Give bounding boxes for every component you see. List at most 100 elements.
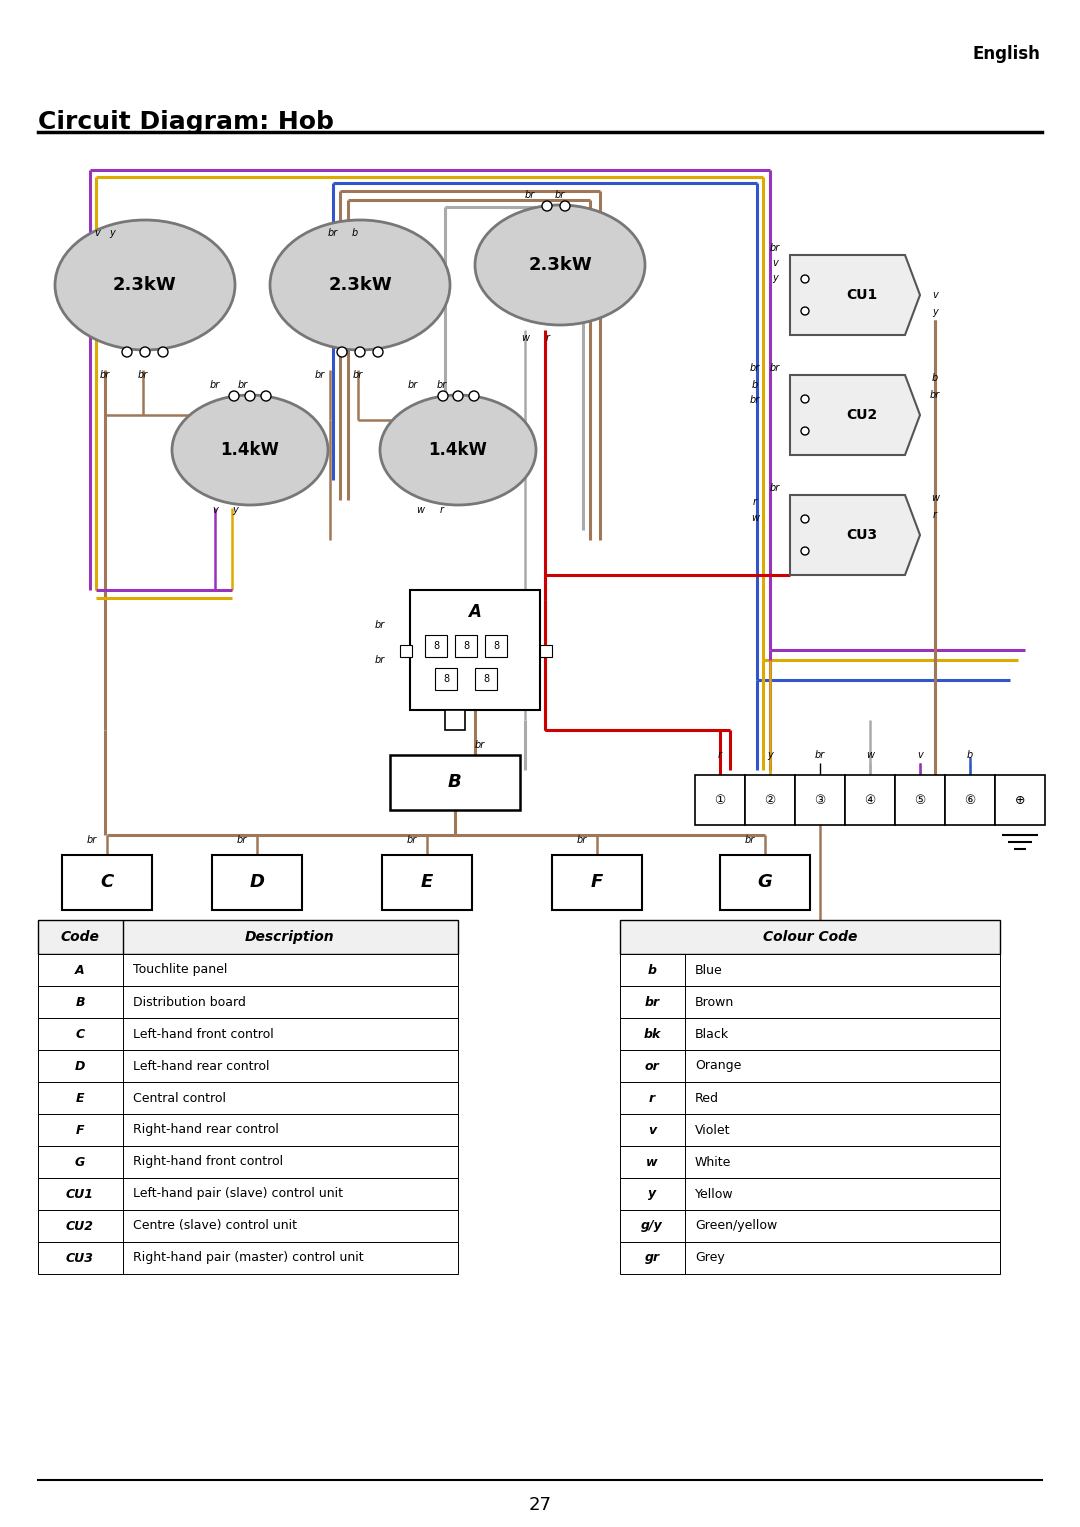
Text: Grey: Grey	[696, 1252, 725, 1264]
Circle shape	[355, 347, 365, 357]
Circle shape	[337, 347, 347, 357]
Text: B: B	[448, 773, 462, 791]
Bar	[455, 635, 477, 657]
Text: Left-hand pair (slave) control unit: Left-hand pair (slave) control unit	[133, 1188, 343, 1200]
Text: br: br	[555, 189, 565, 200]
Ellipse shape	[172, 395, 328, 505]
Bar	[620, 1051, 1000, 1083]
Bar	[38, 954, 458, 986]
Ellipse shape	[475, 205, 645, 325]
Text: Red: Red	[696, 1092, 719, 1104]
Bar	[400, 644, 411, 657]
Text: Distribution board: Distribution board	[133, 996, 246, 1008]
Text: E: E	[421, 873, 433, 890]
Text: C: C	[100, 873, 113, 890]
Bar	[620, 1145, 1000, 1177]
Text: br: br	[353, 370, 363, 380]
Text: b: b	[932, 373, 939, 383]
Text: v: v	[648, 1124, 656, 1136]
Text: br: br	[407, 835, 417, 844]
Text: w: w	[521, 333, 529, 344]
Text: Violet: Violet	[696, 1124, 730, 1136]
Bar	[62, 855, 152, 910]
Text: 8: 8	[463, 641, 469, 651]
Text: br: br	[475, 741, 485, 750]
Text: w: w	[751, 513, 759, 524]
Bar	[38, 1177, 458, 1209]
Text: r: r	[649, 1092, 656, 1104]
Text: White: White	[696, 1156, 731, 1168]
Bar	[620, 1177, 1000, 1209]
Bar	[720, 855, 810, 910]
Text: y: y	[767, 750, 773, 760]
Text: br: br	[138, 370, 148, 380]
Text: br: br	[770, 483, 780, 493]
Text: Code: Code	[60, 930, 99, 944]
Text: ⑤: ⑤	[915, 794, 926, 806]
Text: F: F	[76, 1124, 84, 1136]
Bar	[845, 776, 895, 825]
Bar	[212, 855, 302, 910]
Text: r: r	[753, 496, 757, 507]
Text: y: y	[648, 1188, 656, 1200]
Bar	[620, 1083, 1000, 1115]
Text: br: br	[99, 370, 110, 380]
Text: Centre (slave) control unit: Centre (slave) control unit	[133, 1220, 297, 1232]
Text: ④: ④	[864, 794, 876, 806]
Text: Left-hand front control: Left-hand front control	[133, 1028, 273, 1040]
Text: r: r	[440, 505, 444, 515]
Bar	[620, 954, 1000, 986]
Text: ⑥: ⑥	[964, 794, 975, 806]
Text: br: br	[210, 380, 220, 389]
Polygon shape	[789, 495, 920, 576]
Bar	[38, 1241, 458, 1274]
Text: A: A	[469, 603, 482, 621]
Bar	[945, 776, 995, 825]
Text: br: br	[375, 620, 386, 631]
Text: Orange: Orange	[696, 1060, 741, 1072]
Bar	[540, 644, 552, 657]
Bar	[745, 776, 795, 825]
Text: 2.3kW: 2.3kW	[328, 276, 392, 295]
Text: r: r	[546, 333, 550, 344]
Bar	[38, 1115, 458, 1145]
Bar	[620, 1241, 1000, 1274]
Text: br: br	[525, 189, 535, 200]
Text: Description: Description	[245, 930, 335, 944]
Text: Left-hand rear control: Left-hand rear control	[133, 1060, 270, 1072]
Text: or: or	[645, 1060, 660, 1072]
Text: br: br	[750, 363, 760, 373]
Circle shape	[801, 307, 809, 315]
Bar	[38, 1145, 458, 1177]
Bar	[38, 986, 458, 1019]
Bar	[475, 667, 497, 690]
Text: br: br	[770, 363, 780, 373]
Text: ⊕: ⊕	[1015, 794, 1025, 806]
Bar	[995, 776, 1045, 825]
Circle shape	[561, 202, 570, 211]
Text: Circuit Diagram: Hob: Circuit Diagram: Hob	[38, 110, 334, 134]
Text: br: br	[437, 380, 447, 389]
Text: CU1: CU1	[846, 289, 877, 302]
Text: ③: ③	[814, 794, 825, 806]
Text: br: br	[930, 389, 940, 400]
Text: br: br	[375, 655, 386, 664]
Text: ①: ①	[714, 794, 726, 806]
Text: br: br	[86, 835, 97, 844]
Bar	[38, 1209, 458, 1241]
Text: 1.4kW: 1.4kW	[220, 441, 280, 460]
Text: 27: 27	[528, 1496, 552, 1513]
Circle shape	[801, 515, 809, 524]
Circle shape	[122, 347, 132, 357]
Bar	[795, 776, 845, 825]
Bar	[390, 754, 519, 809]
Text: English: English	[972, 44, 1040, 63]
Text: 8: 8	[492, 641, 499, 651]
Bar	[38, 1083, 458, 1115]
Text: r: r	[933, 510, 937, 521]
Bar	[552, 855, 642, 910]
Text: Black: Black	[696, 1028, 729, 1040]
Text: y: y	[232, 505, 238, 515]
Text: E: E	[76, 1092, 84, 1104]
Text: 8: 8	[483, 673, 489, 684]
